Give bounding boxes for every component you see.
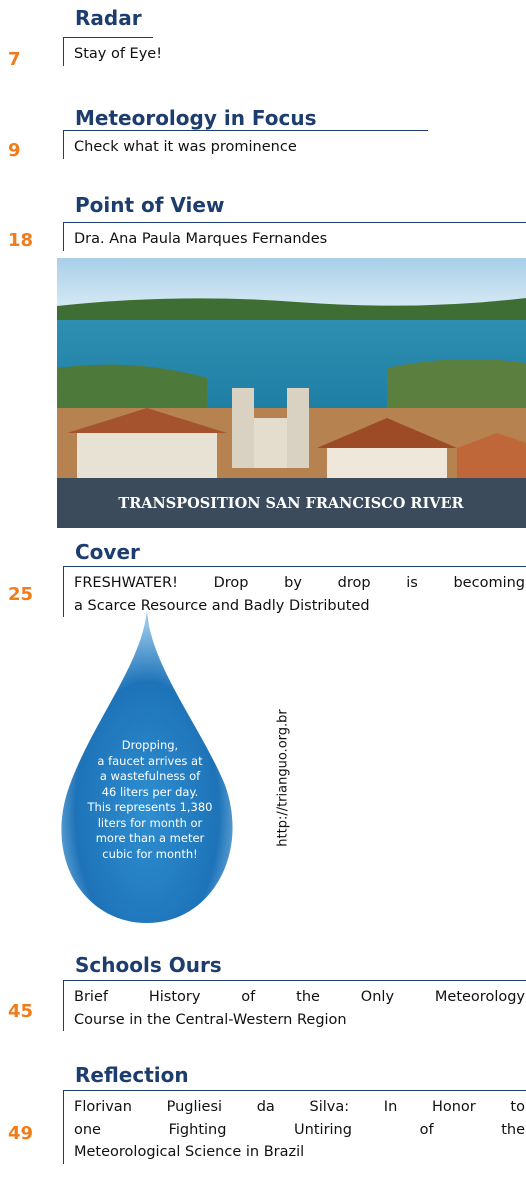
drop-line: more than a meter — [95, 831, 205, 845]
section-text: a Scarce Resource and Badly Distributed — [74, 597, 370, 614]
section-text: Course in the Central-Western Region — [74, 1011, 347, 1028]
water-drop — [61, 610, 233, 923]
section-box: Check what it was prominence — [63, 130, 428, 159]
drop-line: This represents 1,380 — [87, 800, 213, 814]
section-text: Check what it was prominence — [74, 139, 297, 155]
page-number: 18 — [8, 230, 34, 251]
section-title: Schools Ours — [75, 953, 222, 977]
section-text: one Fighting Untiring of the — [74, 1121, 525, 1138]
section-title: Meteorology in Focus — [75, 106, 317, 130]
drop-line: a wastefulness of — [99, 769, 201, 783]
section-text: Dra. Ana Paula Marques Fernandes — [74, 231, 328, 247]
page-number: 45 — [8, 1001, 34, 1022]
section-title: Cover — [75, 540, 140, 564]
drop-line: 46 liters per day. — [101, 784, 199, 799]
drop-line: liters for month or — [97, 815, 203, 830]
drop-line: Dropping, — [121, 738, 179, 752]
source-url: http://trianguo.org.br — [275, 709, 291, 847]
section-box: Florivan Pugliesi da Silva: In Honor to o… — [63, 1090, 526, 1164]
section-text: Stay of Eye! — [74, 46, 163, 62]
drop-line: a faucet arrives at — [97, 753, 203, 768]
page-number: 7 — [8, 49, 21, 70]
drop-line: cubic for month! — [102, 846, 198, 861]
page-number: 49 — [8, 1123, 34, 1144]
photo-caption: TRANSPOSITION SAN FRANCISCO RIVER — [118, 495, 464, 512]
section-text: Brief History of the Only Meteorology — [74, 989, 525, 1005]
section-title: Reflection — [75, 1063, 189, 1087]
section-title: Point of View — [75, 193, 225, 217]
section-text: FRESHWATER! Drop by drop is becoming — [74, 575, 525, 591]
page-number: 25 — [8, 584, 34, 605]
section-title: Radar — [75, 6, 142, 30]
section-text: Meteorological Science in Brazil — [74, 1144, 305, 1160]
section-text: Florivan Pugliesi da Silva: In Honor to — [74, 1099, 525, 1115]
page-number: 9 — [8, 140, 21, 161]
section-box: FRESHWATER! Drop by drop is becoming a Sc… — [63, 566, 526, 617]
section-box: Dra. Ana Paula Marques Fernandes — [63, 222, 526, 251]
section-box: Brief History of the Only Meteorology Cou… — [63, 980, 526, 1031]
section-box: Stay of Eye! — [63, 37, 163, 66]
river-photo: TRANSPOSITION SAN FRANCISCO RIVER — [57, 258, 526, 528]
